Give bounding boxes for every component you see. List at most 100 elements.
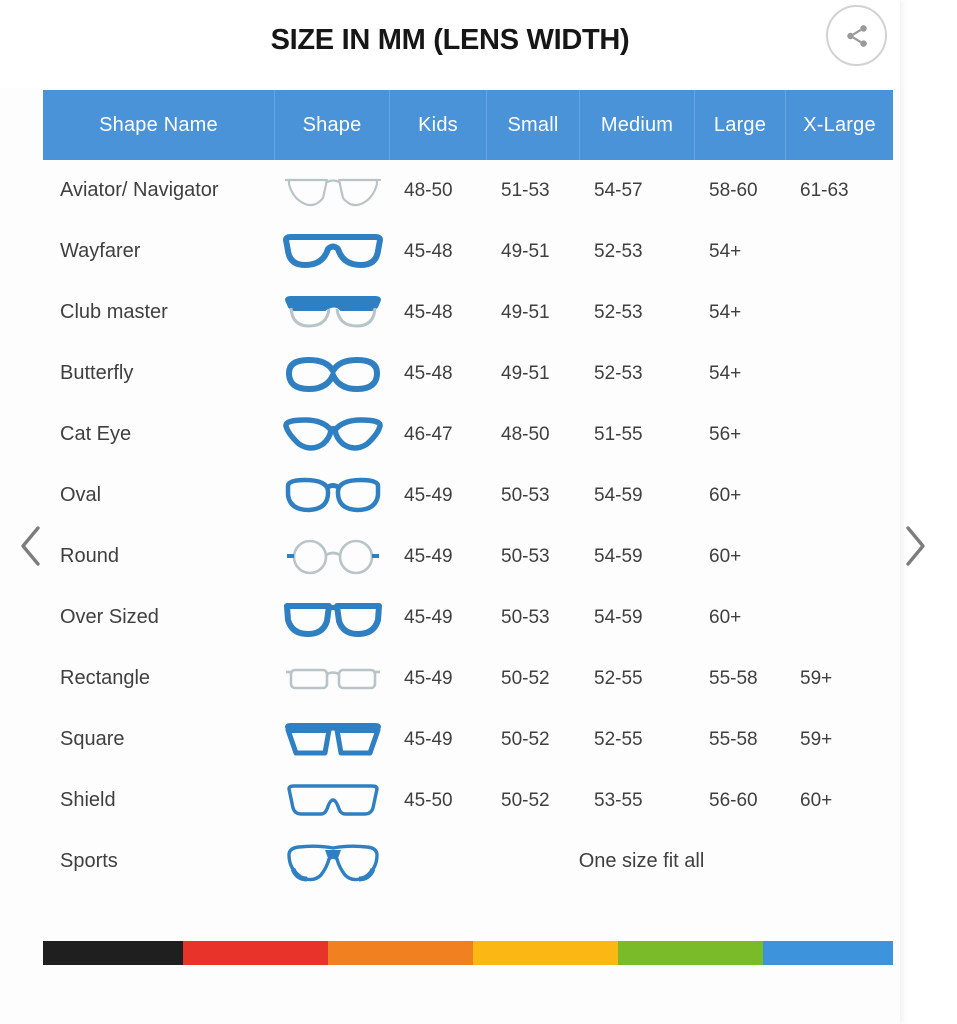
table-row: Shield 45-50 50-52 53-55 56-60 60+ — [43, 770, 893, 831]
column-header-large[interactable]: Large — [695, 90, 786, 160]
color-bar-segment-blue — [763, 941, 893, 965]
cell-shape-name: Round — [60, 545, 119, 567]
cell-size-large: 56+ — [709, 423, 742, 445]
cell-size-large: 58-60 — [709, 179, 758, 201]
cell-size-large: 55-58 — [709, 667, 758, 689]
aviator-glasses-icon — [284, 178, 381, 206]
cell-size-large: 56-60 — [709, 789, 758, 811]
shield-glasses-icon — [286, 783, 379, 816]
color-bar-segment-green — [618, 941, 763, 965]
table-row: Round 45-49 50-53 54-59 60+ — [43, 526, 893, 587]
cell-shape-illustration — [275, 168, 390, 214]
cell-shape-name: Square — [60, 728, 125, 750]
cell-shape-name: Cat Eye — [60, 423, 132, 445]
color-bar-segment-red — [183, 941, 328, 965]
butterfly-glasses-icon — [285, 356, 380, 392]
oval-glasses-icon — [285, 477, 380, 512]
cell-size-medium: 52-55 — [594, 667, 643, 689]
column-header-kids[interactable]: Kids — [390, 90, 487, 160]
cell-shape-illustration — [275, 412, 390, 458]
cell-size-medium: 52-53 — [594, 240, 643, 262]
cell-size-small: 48-50 — [501, 423, 550, 445]
round-glasses-icon — [286, 539, 379, 574]
cell-size-medium: 54-59 — [594, 606, 643, 628]
share-icon — [846, 24, 867, 47]
cell-size-large: 55-58 — [709, 728, 758, 750]
column-header-xlarge[interactable]: X-Large — [803, 113, 876, 136]
cell-shape-name: Sports — [60, 850, 118, 872]
cell-size-kids: 45-49 — [404, 667, 453, 689]
color-bar — [43, 941, 893, 965]
cell-size-kids: 45-50 — [404, 789, 453, 811]
cell-size-small: 50-53 — [501, 545, 550, 567]
cell-size-small: 50-52 — [501, 789, 550, 811]
table-row: Wayfarer 45-48 49-51 52-53 54+ — [43, 221, 893, 282]
column-header-shape-name[interactable]: Shape Name — [43, 90, 275, 160]
cell-shape-name: Club master — [60, 301, 168, 323]
cell-shape-illustration — [275, 473, 390, 519]
chevron-right-icon — [906, 526, 925, 566]
cell-size-medium: 52-53 — [594, 301, 643, 323]
cell-size-medium: 51-55 — [594, 423, 643, 445]
cell-size-medium: 54-59 — [594, 484, 643, 506]
table-header-row: Shape Name Shape Kids Small Medium Large… — [43, 90, 893, 160]
table-row: Cat Eye 46-47 48-50 51-55 56+ — [43, 404, 893, 465]
table-row: Butterfly 45-48 49-51 52-53 54+ — [43, 343, 893, 404]
cateye-glasses-icon — [282, 416, 383, 451]
cell-shape-illustration — [275, 595, 390, 641]
cell-size-kids: 45-49 — [404, 606, 453, 628]
cell-size-medium: 54-57 — [594, 179, 643, 201]
square-glasses-icon — [284, 722, 381, 755]
cell-size-small: 49-51 — [501, 362, 550, 384]
cell-size-large: 60+ — [709, 484, 742, 506]
column-header-small[interactable]: Small — [487, 90, 580, 160]
cell-shape-name: Rectangle — [60, 667, 151, 689]
cell-shape-illustration — [275, 290, 390, 336]
share-button[interactable] — [826, 5, 887, 66]
cell-size-xlarge: 59+ — [800, 728, 833, 750]
cell-size-kids: 45-48 — [404, 301, 453, 323]
cell-size-large: 60+ — [709, 545, 742, 567]
cell-size-small: 51-53 — [501, 179, 550, 201]
color-bar-segment-black — [43, 941, 183, 965]
cell-size-kids: 48-50 — [404, 179, 453, 201]
cell-size-xlarge: 61-63 — [800, 179, 849, 201]
page-title: SIZE IN MM (LENS WIDTH) — [270, 24, 630, 56]
cell-shape-illustration — [275, 656, 390, 702]
next-button[interactable] — [892, 518, 938, 574]
title-bar: SIZE IN MM (LENS WIDTH) — [0, 0, 900, 88]
chevron-left-icon — [21, 526, 40, 566]
cell-size-large: 60+ — [709, 606, 742, 628]
cell-shape-name: Over Sized — [60, 606, 159, 628]
cell-size-large: 54+ — [709, 301, 742, 323]
cell-size-kids: 45-48 — [404, 362, 453, 384]
cell-size-medium: 52-53 — [594, 362, 643, 384]
clubmaster-glasses-icon — [284, 295, 381, 328]
rectangle-glasses-icon — [285, 668, 380, 689]
cell-size-small: 49-51 — [501, 301, 550, 323]
cell-size-medium: 52-55 — [594, 728, 643, 750]
table-row: Square 45-49 50-52 52-55 55-58 59+ — [43, 709, 893, 770]
cell-one-size-fit-all: One size fit all — [578, 850, 705, 872]
color-bar-segment-orange — [328, 941, 473, 965]
cell-shape-illustration — [275, 534, 390, 580]
cell-size-xlarge: 60+ — [800, 789, 833, 811]
cell-size-small: 50-53 — [501, 484, 550, 506]
column-header-shape[interactable]: Shape — [275, 90, 390, 160]
column-header-medium[interactable]: Medium — [580, 90, 695, 160]
cell-size-small: 50-52 — [501, 667, 550, 689]
table-row: Sports One size fit all — [43, 831, 893, 892]
prev-button[interactable] — [8, 518, 54, 574]
cell-size-large: 54+ — [709, 362, 742, 384]
chart-sheet: SIZE IN MM (LENS WIDTH) Shape Name Shape… — [0, 0, 900, 965]
size-table: Shape Name Shape Kids Small Medium Large… — [43, 90, 893, 892]
cell-size-kids: 45-49 — [404, 545, 453, 567]
cell-size-small: 49-51 — [501, 240, 550, 262]
cell-shape-illustration — [275, 351, 390, 397]
sports-glasses-icon — [286, 844, 379, 881]
table-row: Rectangle 45-49 50-52 52-55 55-58 59+ — [43, 648, 893, 709]
table-body: Aviator/ Navigator 48-50 51-53 54-57 58-60 61… — [43, 160, 893, 892]
cell-shape-illustration — [275, 717, 390, 763]
table-row: Oval 45-49 50-53 54-59 60+ — [43, 465, 893, 526]
cell-size-xlarge: 59+ — [800, 667, 833, 689]
